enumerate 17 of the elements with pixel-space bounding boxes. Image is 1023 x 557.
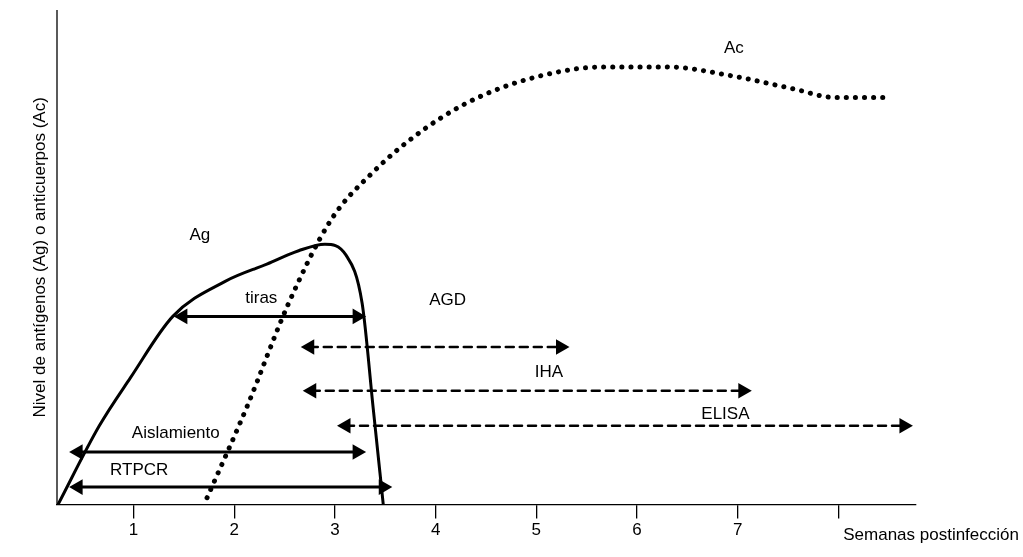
- x-tick-label: 7: [733, 520, 743, 540]
- x-axis-title: Semanas postinfección: [843, 524, 1019, 544]
- series-label: RTPCR: [110, 460, 169, 480]
- series-label: ELISA: [701, 404, 751, 423]
- x-tick-label: 2: [229, 520, 239, 540]
- series-label: Ac: [723, 38, 745, 58]
- series-label: IHA: [534, 361, 564, 381]
- y-axis-title: Nivel de antígenos (Ag) o anticuerpos (Ac): [29, 97, 49, 418]
- x-tick-label: 5: [531, 520, 542, 540]
- series-label: Aislamiento: [131, 423, 220, 443]
- x-tick-label: 3: [330, 520, 340, 540]
- x-tick-label: 1: [128, 520, 139, 540]
- x-tick-label: 4: [430, 520, 441, 540]
- text: Ag: [189, 225, 211, 245]
- text: AGD: [429, 290, 467, 310]
- x-tick-label: 6: [632, 520, 642, 540]
- series-label: tiras: [245, 287, 278, 307]
